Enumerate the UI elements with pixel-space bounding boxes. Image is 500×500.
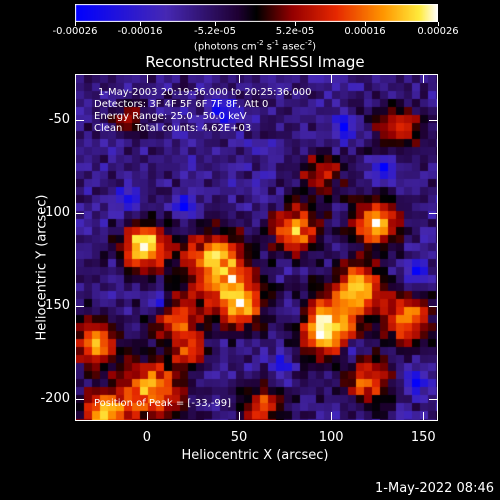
x-axis-tick xyxy=(423,412,425,420)
detectors-annotation: Detectors: 3F 4F 5F 6F 7F 8F, Att 0 xyxy=(94,99,269,110)
x-axis-tick xyxy=(331,412,333,420)
y-axis-tick xyxy=(76,305,84,307)
y-axis-tick-label: -200 xyxy=(40,390,70,406)
colorbar-units: (photons cm-2 s-1 asec-2) xyxy=(193,39,317,53)
x-axis-tick xyxy=(331,75,333,83)
y-axis-tick xyxy=(76,120,84,122)
colorbar-tick xyxy=(75,22,76,26)
date-stamp: 1-May-2022 08:46 xyxy=(375,481,494,496)
colorbar-tick-label: -0.00016 xyxy=(117,26,163,37)
y-axis-tick xyxy=(429,120,437,122)
x-axis-tick-label: 150 xyxy=(410,430,436,445)
rhessi-image-heatmap xyxy=(76,75,437,420)
colorbar-tick xyxy=(295,22,296,26)
plot-title: Reconstructed RHESSI Image xyxy=(145,53,365,71)
x-axis-tick-label: 50 xyxy=(230,430,248,445)
energy-range-annotation: Energy Range: 25.0 - 50.0 keV xyxy=(94,111,247,122)
y-axis-tick xyxy=(429,398,437,400)
x-axis-tick xyxy=(423,75,425,83)
x-axis-tick-label: 0 xyxy=(142,430,151,445)
peak-position-annotation: Position of Peak = [-33,-99] xyxy=(94,398,232,409)
x-axis-tick xyxy=(146,412,148,420)
y-axis-tick-label: -100 xyxy=(40,205,70,221)
colorbar-tick-label: 0.00016 xyxy=(344,26,386,37)
colorbar-tick xyxy=(438,22,439,26)
time-range-annotation: 1-May-2003 20:19:36.000 to 20:25:36.000 xyxy=(98,87,312,98)
colorbar-tick-label: 5.2e-05 xyxy=(275,26,315,37)
colorbar-tick xyxy=(365,22,366,26)
colorbar-tick xyxy=(215,22,216,26)
y-axis-tick xyxy=(76,398,84,400)
x-axis-tick xyxy=(238,412,240,420)
x-axis-label: Heliocentric X (arcsec) xyxy=(181,448,329,463)
y-axis-tick xyxy=(429,213,437,215)
colorbar-tick xyxy=(140,22,141,26)
clean-counts-annotation: Clean Total counts: 4.62E+03 xyxy=(94,123,252,134)
y-axis-tick xyxy=(76,213,84,215)
y-axis-tick-label: -150 xyxy=(40,297,70,313)
x-axis-tick-label: 100 xyxy=(318,430,344,445)
colorbar-tick-label: -5.2e-05 xyxy=(194,26,236,37)
y-axis-label: Heliocentric Y (arcsec) xyxy=(34,194,50,341)
x-axis-tick xyxy=(238,75,240,83)
y-axis-tick-label: -50 xyxy=(48,112,70,128)
colorbar-tick-label: 0.00026 xyxy=(417,26,459,37)
colorbar xyxy=(75,4,438,22)
y-axis-tick xyxy=(429,305,437,307)
colorbar-tick-label: -0.00026 xyxy=(52,26,98,37)
x-axis-tick xyxy=(146,75,148,83)
image-plot-area: 1-May-2003 20:19:36.000 to 20:25:36.000 … xyxy=(75,74,438,421)
